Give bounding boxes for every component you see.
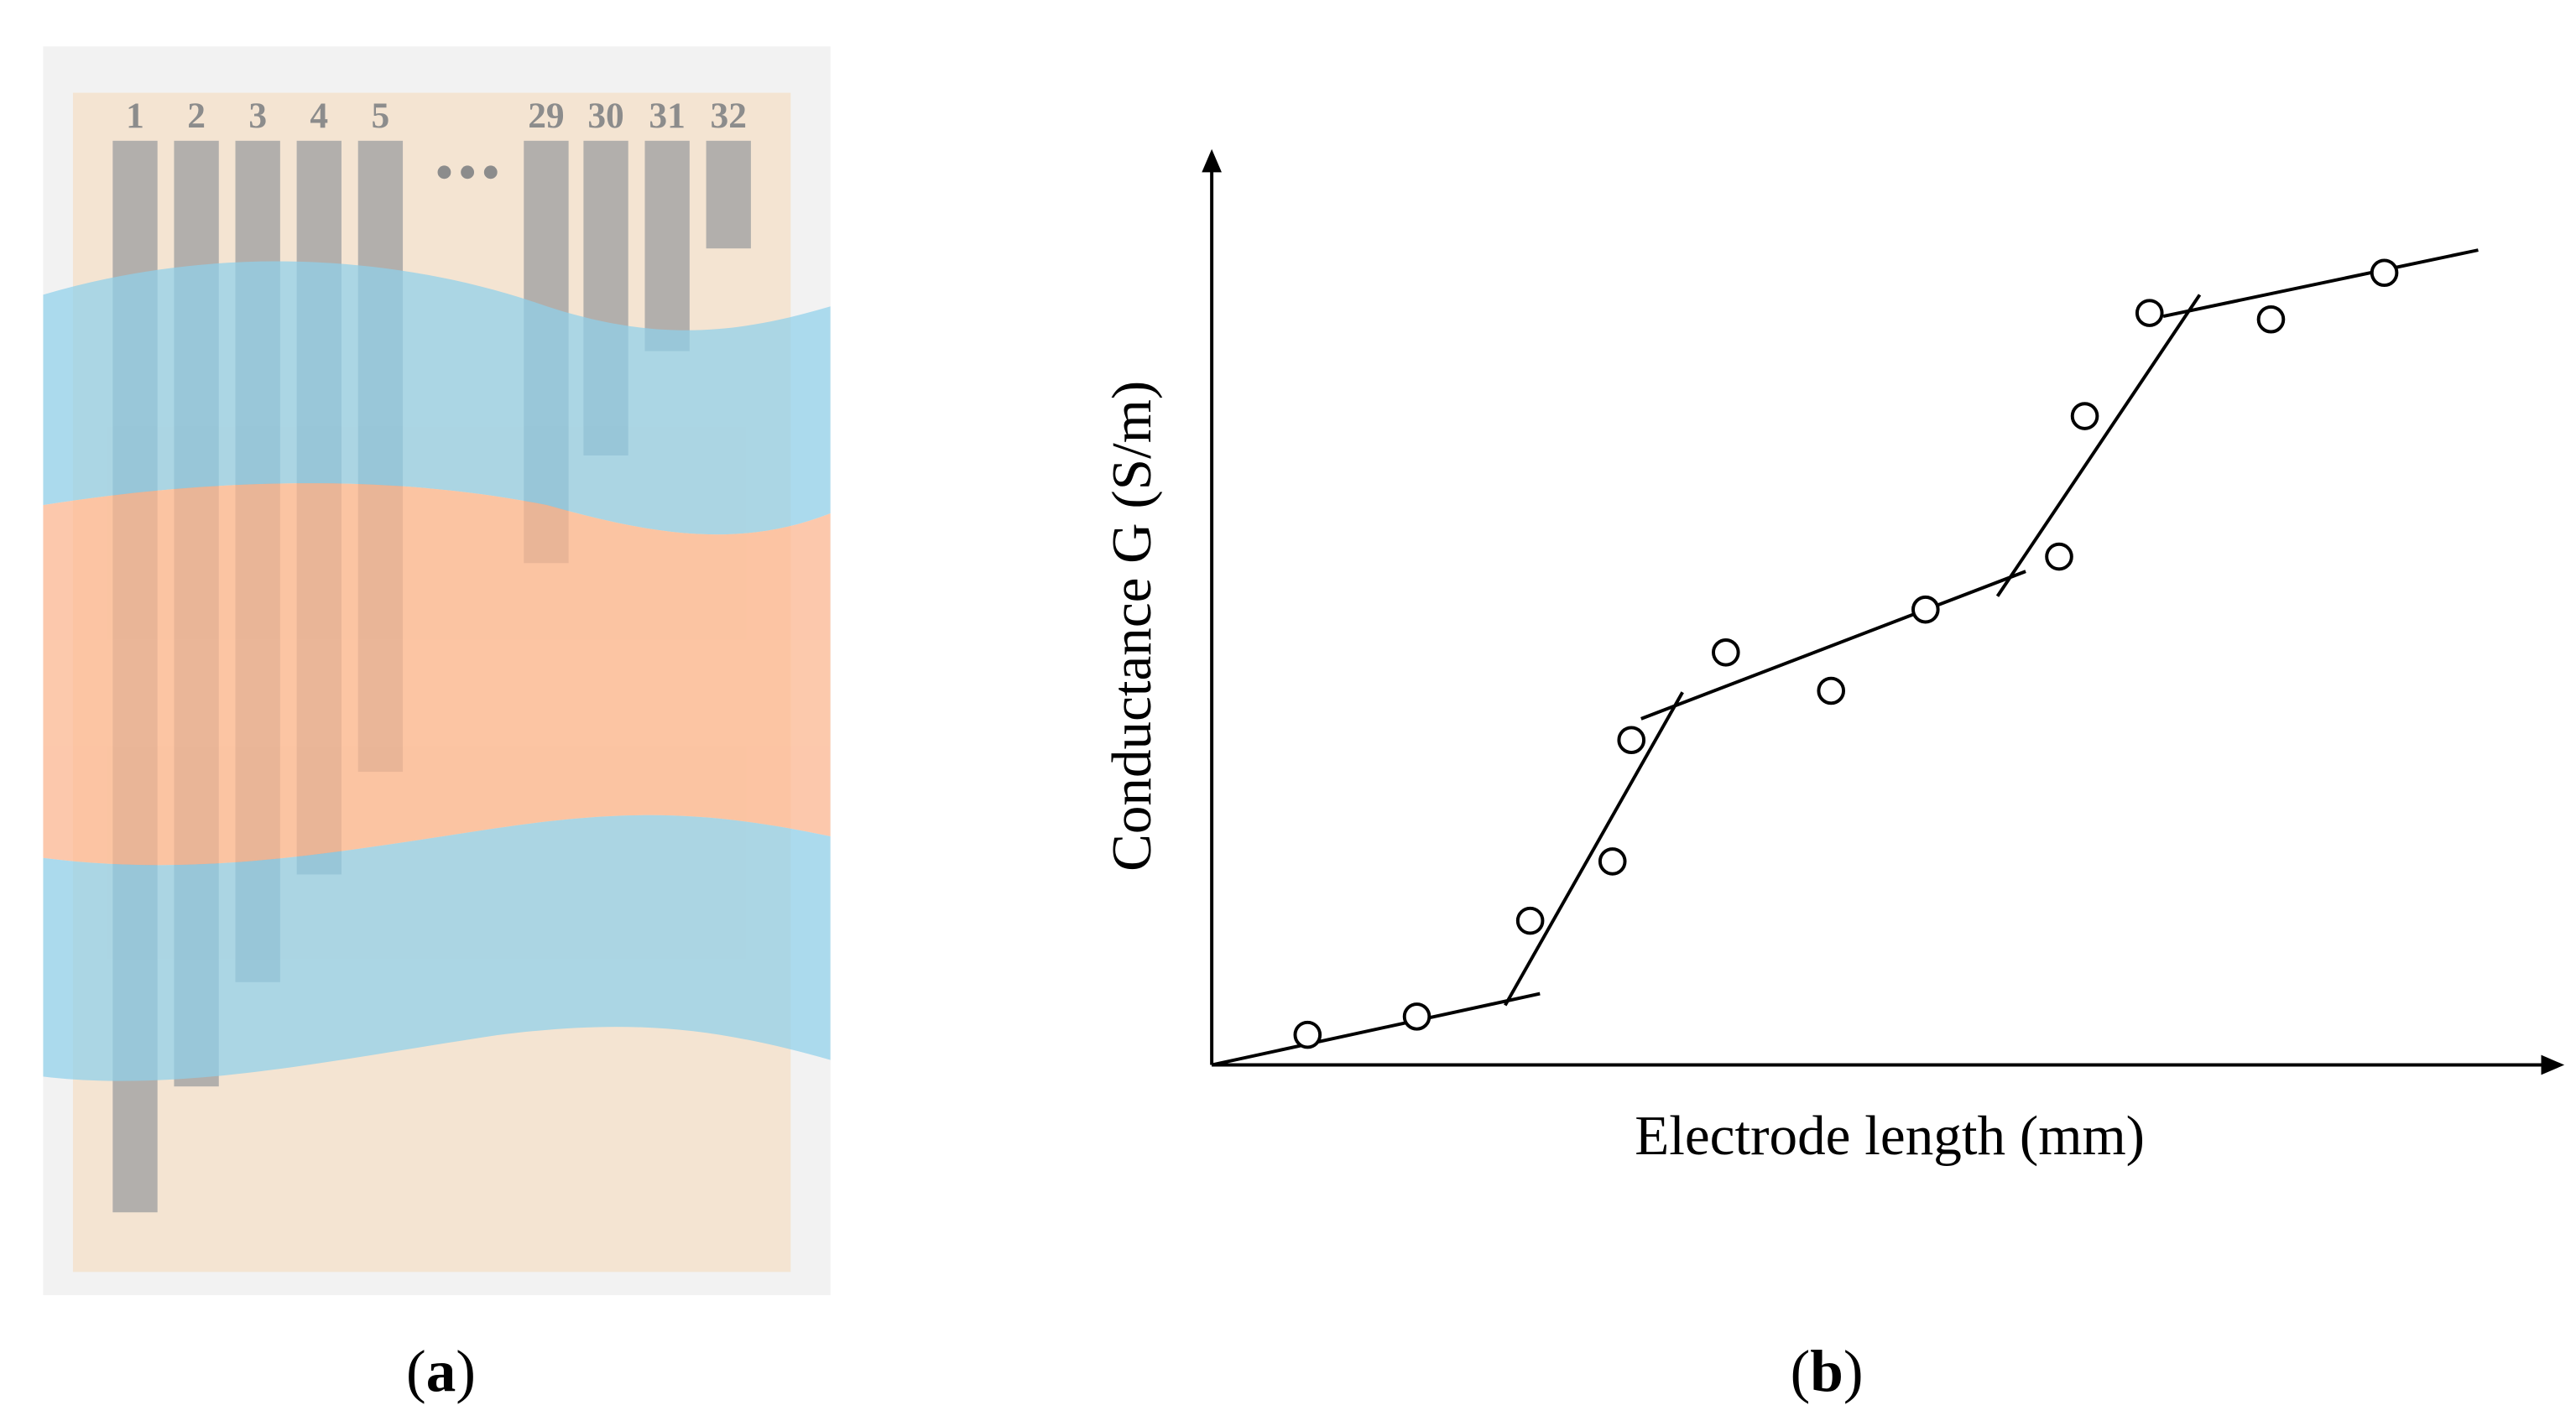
fit-lines xyxy=(1211,248,2479,1067)
data-point xyxy=(1402,1002,1431,1031)
dot xyxy=(437,165,451,180)
dot xyxy=(461,165,475,180)
electrode-label: 4 xyxy=(310,96,328,136)
x-axis-arrow xyxy=(2541,1054,2565,1075)
ellipsis-dots xyxy=(437,165,498,180)
caption-b: (b) xyxy=(1791,1339,1864,1404)
electrode-label: 32 xyxy=(711,96,747,136)
data-point xyxy=(2070,402,2099,430)
x-axis-label: Electrode length (mm) xyxy=(1635,1104,2145,1167)
y-axis-arrow xyxy=(1202,148,1222,173)
electrode-label: 1 xyxy=(126,96,144,136)
electrode xyxy=(644,140,690,351)
data-point xyxy=(1817,676,1846,705)
fit-line xyxy=(1504,691,1684,1007)
data-point xyxy=(1911,595,1940,624)
data-point xyxy=(2135,299,2164,327)
caption-a: (a) xyxy=(406,1339,476,1404)
data-point xyxy=(2370,258,2399,288)
tissue-layers xyxy=(43,261,831,1081)
fit-line xyxy=(1211,992,1541,1067)
lower-blue-layer xyxy=(43,815,831,1081)
fit-line xyxy=(2162,248,2479,319)
data-point xyxy=(2256,304,2286,334)
middle-orange-layer xyxy=(43,483,831,866)
electrode-label: 29 xyxy=(528,96,564,136)
data-point xyxy=(1515,906,1545,935)
electrode-label: 2 xyxy=(187,96,206,136)
panel-b: Electrode length (mm) Conductance G (S/m… xyxy=(1100,148,2565,1404)
panel-a: (a) 1 2 3 4 5 29 30 31 32 xyxy=(43,46,831,1404)
data-point xyxy=(2045,542,2073,571)
upper-blue-layer xyxy=(43,261,831,535)
electrode-label: 31 xyxy=(649,96,685,136)
dot xyxy=(483,165,498,180)
fit-line xyxy=(1640,570,2026,721)
electrode xyxy=(706,140,751,249)
fit-line xyxy=(1995,294,2202,597)
data-point xyxy=(1617,726,1646,755)
data-point xyxy=(1598,847,1627,876)
electrode-label: 3 xyxy=(248,96,267,136)
data-point xyxy=(1293,1020,1322,1049)
y-axis-label: Conductance G (S/m) xyxy=(1100,381,1163,872)
electrode-label: 5 xyxy=(372,96,390,136)
electrode-label: 30 xyxy=(587,96,623,136)
data-points xyxy=(1293,258,2399,1049)
data-point xyxy=(1712,638,1740,667)
